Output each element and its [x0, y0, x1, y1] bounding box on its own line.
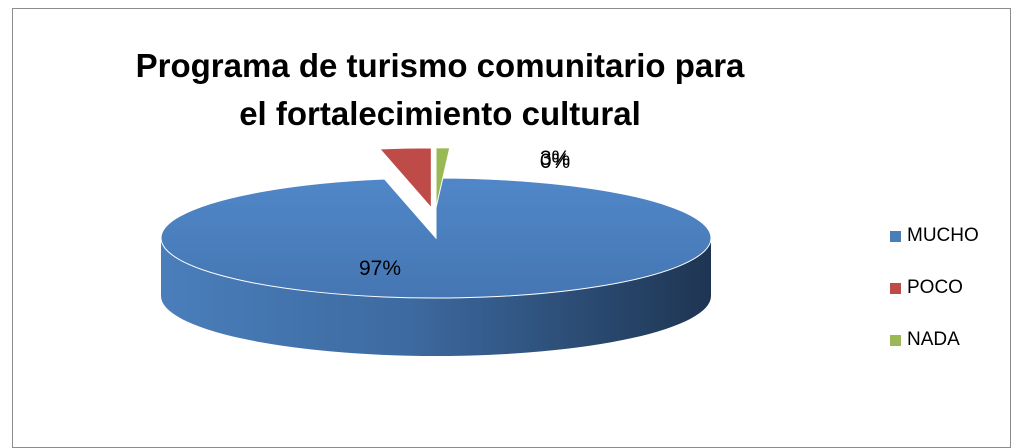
pie-slice-poco: [378, 147, 432, 210]
pie-chart: 97% 3%0%: [160, 147, 712, 356]
data-label-mucho: 97%: [359, 257, 401, 280]
data-label-poco: 3%: [540, 147, 570, 170]
legend-item-poco: POCO: [890, 274, 979, 302]
legend-item-mucho: MUCHO: [890, 222, 979, 250]
legend-swatch-nada: [890, 334, 901, 346]
legend-label-nada: NADA: [907, 329, 960, 350]
legend-label-mucho: MUCHO: [907, 225, 979, 246]
legend: MUCHO POCO NADA: [890, 222, 979, 378]
data-label-nada: 0%: [540, 150, 570, 173]
chart-title: Programa de turismo comunitario para el …: [135, 47, 745, 132]
legend-swatch-mucho: [890, 230, 901, 242]
legend-swatch-poco: [890, 282, 901, 294]
legend-label-poco: POCO: [907, 277, 963, 298]
legend-item-nada: NADA: [890, 326, 979, 354]
pie-slice-nada: [435, 147, 451, 208]
pie-slice-mucho: [160, 177, 712, 299]
pie-slice-side-mucho: [161, 238, 711, 356]
